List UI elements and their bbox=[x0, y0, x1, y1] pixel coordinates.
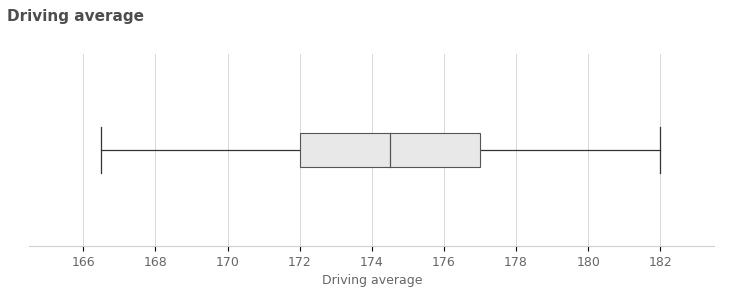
Bar bbox=[300, 133, 480, 167]
X-axis label: Driving average: Driving average bbox=[321, 274, 422, 287]
Text: Driving average: Driving average bbox=[7, 9, 144, 24]
